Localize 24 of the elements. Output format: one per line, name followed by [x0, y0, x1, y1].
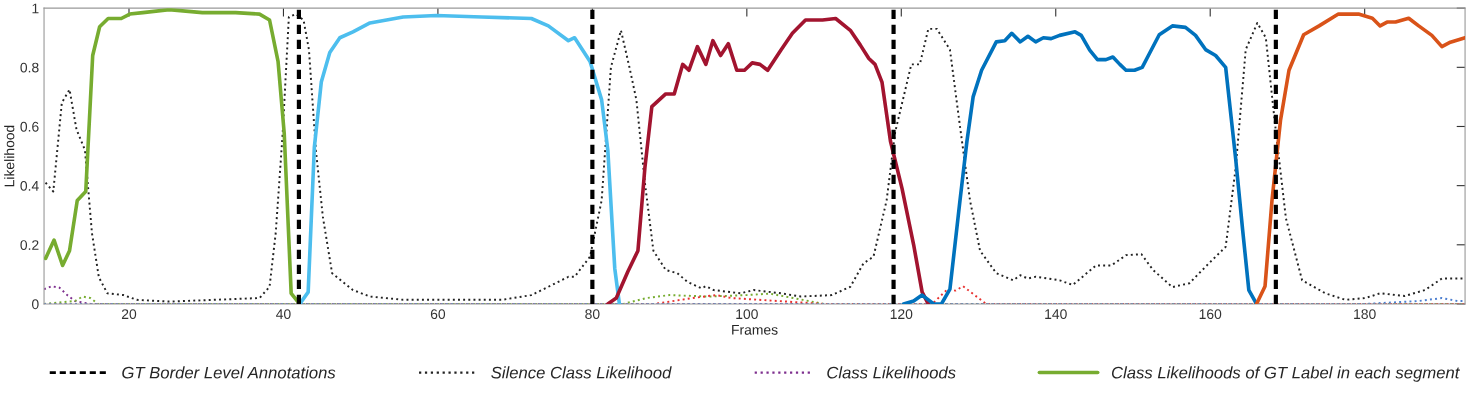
x-tick-label: 80 — [585, 309, 600, 320]
x-tick-label: 120 — [890, 309, 913, 320]
y-tick-label: 0.4 — [20, 180, 39, 191]
x-tick-label: 40 — [276, 309, 291, 320]
y-tick-label: 1 — [32, 3, 39, 14]
legend-label: GT Border Level Annotations — [122, 366, 336, 379]
x-tick-label: 160 — [1199, 309, 1222, 320]
x-tick-label: 140 — [1045, 309, 1067, 320]
legend-label: Silence Class Likelihood — [491, 366, 672, 379]
legend-label: Class Likelihoods of GT Label in each segment — [1111, 366, 1460, 382]
x-tick-label: 20 — [121, 309, 137, 320]
y-axis-title: Likelihood — [4, 125, 15, 187]
y-tick-label: 0.6 — [20, 121, 39, 132]
legend-label: Class Likelihoods — [827, 366, 956, 379]
x-tick-label: 60 — [430, 309, 446, 320]
y-tick-label: 0.8 — [20, 62, 39, 73]
x-axis-title: Frames — [732, 325, 778, 335]
x-tick-label: 180 — [1354, 309, 1376, 320]
line-series — [606, 16, 931, 304]
y-tick-label: 0 — [32, 299, 39, 310]
y-tick-label: 0.2 — [20, 240, 39, 250]
line-series — [1254, 12, 1466, 304]
line-series — [901, 24, 1259, 304]
x-tick-label: 100 — [736, 309, 758, 320]
